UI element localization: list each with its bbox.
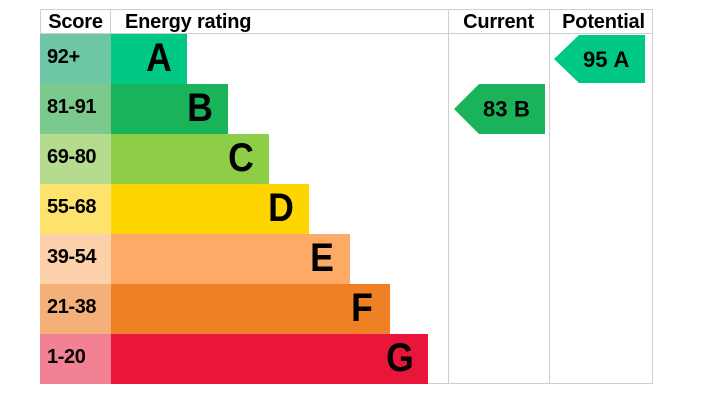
svg-text:83: 83 [483,97,507,122]
svg-text:B: B [514,97,530,122]
svg-text:95: 95 [583,47,607,72]
svg-text:A: A [614,47,630,72]
